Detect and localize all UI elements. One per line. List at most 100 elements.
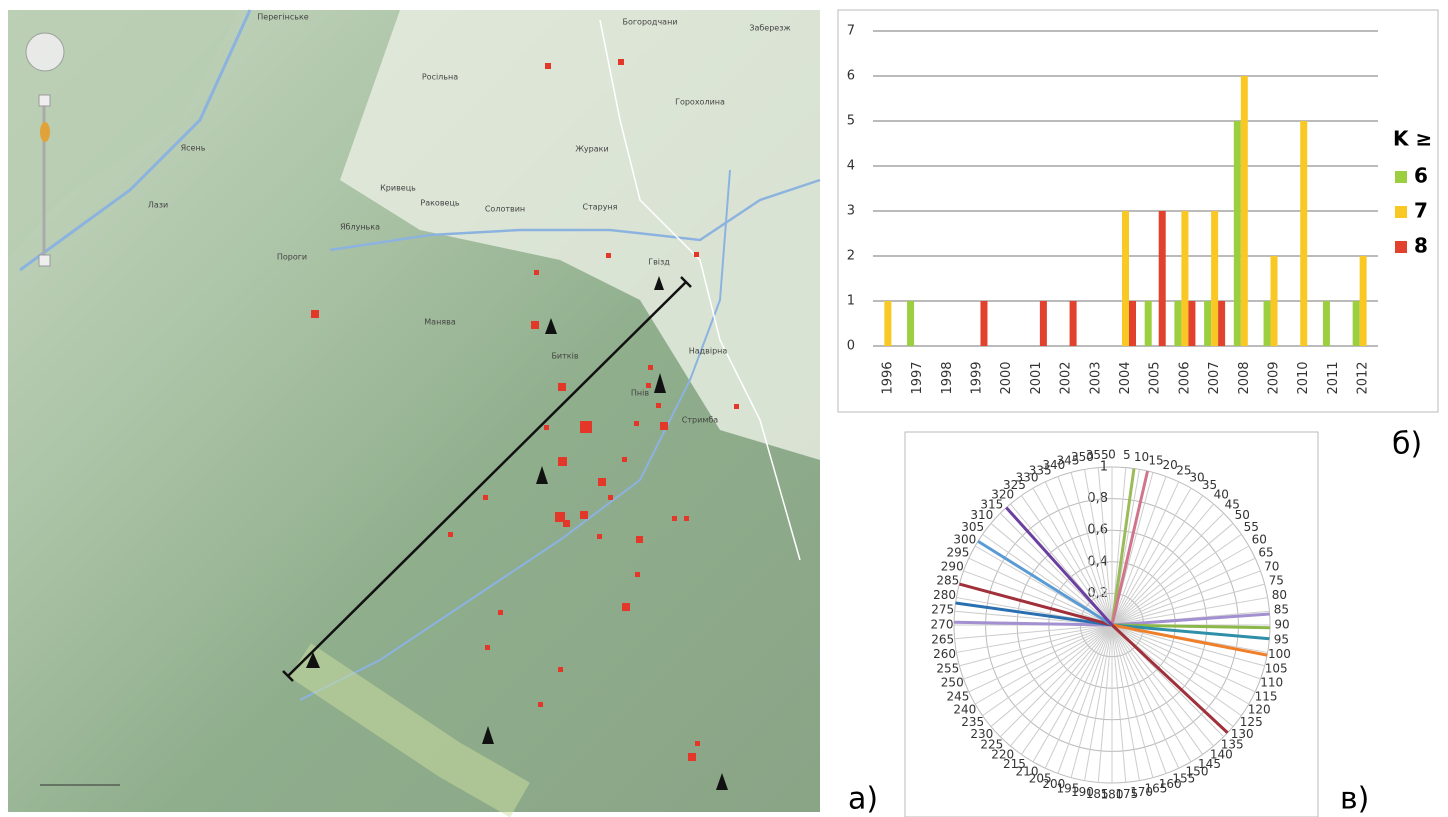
ray [1111,623,1268,657]
spoke [1044,624,1113,769]
x-tick-label: 2004 [1118,361,1133,394]
y-tick-label: 0 [847,339,855,354]
x-tick-label: 1997 [910,361,925,394]
y-tick-label: 6 [847,69,855,84]
spoke [1111,624,1180,769]
theta-tick-label: 280 [933,588,956,602]
spoke [963,570,1113,626]
map-label: Перегінське [257,13,309,22]
map: Перегінське Богородчани Заберезж Росільна Яс… [8,9,821,817]
theta-tick-label: 315 [980,497,1003,511]
x-tick-label: 1996 [880,361,895,394]
bar [1039,301,1047,346]
map-label: Манява [424,318,456,327]
ray [1111,612,1270,627]
bar [1181,211,1189,346]
theta-tick-label: 225 [980,738,1003,752]
ray [955,601,1113,627]
spoke [1020,624,1113,755]
map-label: Лази [148,201,168,210]
spoke [968,557,1113,626]
theta-tick-label: 240 [953,703,976,717]
y-tick-label: 3 [847,204,855,219]
spoke [1020,495,1113,626]
theta-tick-label: 305 [961,520,984,534]
ray [1111,623,1270,641]
theta-tick-label: 210 [1016,765,1039,779]
legend-swatch [1395,241,1407,253]
theta-tick-label: 105 [1265,661,1288,675]
bar [1158,211,1166,346]
map-label: Раковець [420,199,460,208]
y-tick-label: 5 [847,114,855,129]
spoke [1084,624,1113,781]
map-label: Старуня [582,203,617,212]
spoke [1111,583,1265,626]
spoke [982,624,1113,717]
theta-tick-label: 200 [1042,777,1065,791]
theta-tick-label: 110 [1260,676,1283,690]
spoke [1111,512,1225,626]
x-tick-label: 2008 [1237,361,1252,394]
spoke [974,624,1113,705]
theta-tick-label: 50 [1235,508,1250,522]
theta-tick-label: 125 [1240,715,1263,729]
y-tick-label: 2 [847,249,855,264]
spoke [1111,545,1250,626]
bar [1174,301,1182,346]
theta-tick-label: 165 [1145,782,1168,796]
theta-tick-label: 170 [1130,785,1153,799]
theta-tick-label: 35 [1202,478,1217,492]
spoke [1111,503,1214,626]
spoke [1111,523,1234,626]
ray [1110,470,1150,626]
ray [1110,623,1229,734]
theta-tick-label: 155 [1172,772,1195,786]
spoke [1111,624,1192,763]
theta-tick-label: 270 [931,618,954,632]
r-tick-label: 0,8 [1087,491,1108,506]
map-label: Пороги [277,253,307,262]
ray [1005,506,1114,627]
spoke [1032,487,1113,626]
theta-tick-label: 235 [961,715,984,729]
spoke [1111,597,1268,626]
map-label: Росільна [422,73,458,82]
x-tick-label: 2009 [1267,361,1282,394]
spoke [1010,624,1113,747]
spoke [968,624,1113,693]
theta-tick-label: 115 [1255,689,1278,703]
spoke [1111,624,1242,717]
theta-tick-label: 265 [931,632,954,646]
spoke [1097,467,1113,626]
spoke [1111,533,1242,626]
theta-tick-label: 215 [1003,757,1026,771]
spoke [1111,624,1140,781]
bar [907,301,915,346]
y-tick-label: 7 [847,24,855,39]
spoke [990,624,1113,727]
theta-tick-label: 130 [1231,727,1254,741]
panel-label: б) [1392,427,1422,462]
map-label: Жураки [575,145,608,154]
x-tick-label: 2000 [999,361,1014,394]
theta-tick-label: 135 [1221,738,1244,752]
map-label: Богородчани [622,18,677,27]
spoke [1044,481,1113,626]
spoke [1032,624,1113,763]
theta-tick-label: 100 [1268,647,1291,661]
map-label: Яблунька [340,223,380,232]
spoke [1111,495,1204,626]
ray [1110,468,1136,626]
theta-tick-label: 285 [936,574,959,588]
spoke [1111,624,1154,778]
spoke [954,624,1113,640]
spoke [990,523,1113,626]
theta-tick-label: 310 [970,508,993,522]
bar [1322,301,1330,346]
theta-tick-label: 325 [1003,478,1026,492]
spoke [1057,624,1113,774]
bar [1211,211,1219,346]
panel-label: в) [1340,782,1369,817]
